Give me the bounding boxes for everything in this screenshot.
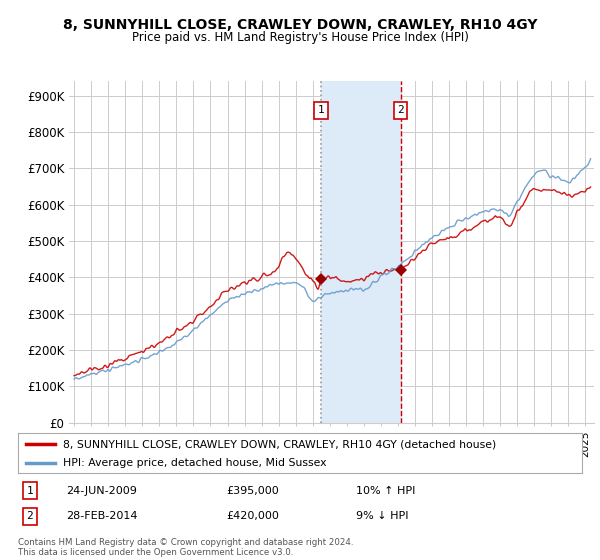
Text: £395,000: £395,000 bbox=[227, 486, 280, 496]
Text: 24-JUN-2009: 24-JUN-2009 bbox=[66, 486, 137, 496]
Text: 8, SUNNYHILL CLOSE, CRAWLEY DOWN, CRAWLEY, RH10 4GY (detached house): 8, SUNNYHILL CLOSE, CRAWLEY DOWN, CRAWLE… bbox=[63, 439, 496, 449]
Text: Price paid vs. HM Land Registry's House Price Index (HPI): Price paid vs. HM Land Registry's House … bbox=[131, 31, 469, 44]
Text: 9% ↓ HPI: 9% ↓ HPI bbox=[356, 511, 409, 521]
Text: 28-FEB-2014: 28-FEB-2014 bbox=[66, 511, 137, 521]
Text: £420,000: £420,000 bbox=[227, 511, 280, 521]
Text: 1: 1 bbox=[26, 486, 33, 496]
Bar bbox=[321, 81, 401, 423]
Text: Contains HM Land Registry data © Crown copyright and database right 2024.
This d: Contains HM Land Registry data © Crown c… bbox=[18, 538, 353, 557]
Text: 2: 2 bbox=[26, 511, 33, 521]
Text: 8, SUNNYHILL CLOSE, CRAWLEY DOWN, CRAWLEY, RH10 4GY: 8, SUNNYHILL CLOSE, CRAWLEY DOWN, CRAWLE… bbox=[63, 18, 537, 32]
Text: 1: 1 bbox=[317, 105, 325, 115]
Text: 10% ↑ HPI: 10% ↑ HPI bbox=[356, 486, 416, 496]
Text: 2: 2 bbox=[397, 105, 404, 115]
Text: HPI: Average price, detached house, Mid Sussex: HPI: Average price, detached house, Mid … bbox=[63, 458, 326, 468]
